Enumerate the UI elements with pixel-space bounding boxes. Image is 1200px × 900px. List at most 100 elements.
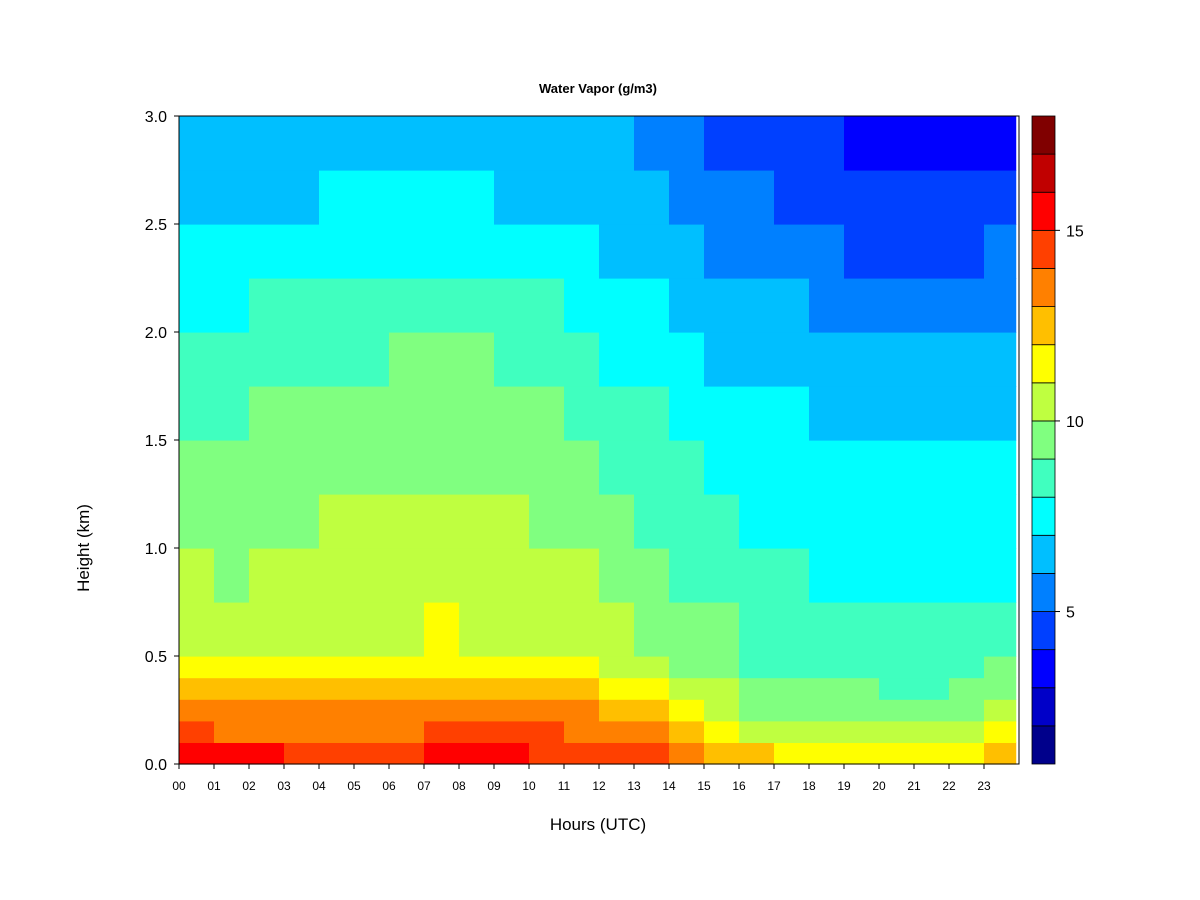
heatmap-cell bbox=[634, 332, 670, 387]
y-tick-label: 1.5 bbox=[145, 433, 167, 450]
heatmap-cell bbox=[214, 386, 250, 441]
heatmap-cell bbox=[529, 656, 565, 679]
y-axis: 0.0 0.5 1.0 1.5 2.0 2.5 3.0 bbox=[145, 109, 179, 774]
heatmap-cell bbox=[984, 602, 1017, 657]
heatmap-cell bbox=[774, 224, 810, 279]
heatmap-cell bbox=[914, 742, 950, 765]
heatmap-cell bbox=[319, 278, 355, 333]
heatmap-cell bbox=[529, 494, 565, 549]
heatmap-cell bbox=[459, 386, 495, 441]
heatmap-cell bbox=[774, 656, 810, 679]
heatmap-cell bbox=[284, 278, 320, 333]
x-tick-label: 07 bbox=[417, 779, 431, 793]
heatmap-cell bbox=[669, 656, 705, 679]
heatmap-cell bbox=[179, 656, 215, 679]
heatmap-cell bbox=[564, 602, 600, 657]
x-tick-label: 23 bbox=[977, 779, 991, 793]
heatmap-cell bbox=[669, 677, 705, 700]
heatmap-cell bbox=[284, 602, 320, 657]
heatmap-cell bbox=[739, 742, 775, 765]
heatmap-cell bbox=[914, 548, 950, 603]
heatmap-cell bbox=[774, 440, 810, 495]
heatmap-cell bbox=[214, 494, 250, 549]
heatmap-cell bbox=[424, 224, 460, 279]
x-tick-label: 14 bbox=[662, 779, 676, 793]
heatmap-cell bbox=[354, 440, 390, 495]
heatmap-cell bbox=[214, 278, 250, 333]
heatmap-cell bbox=[529, 720, 565, 743]
colorbar-swatch bbox=[1031, 344, 1056, 384]
heatmap-cell bbox=[529, 224, 565, 279]
heatmap-cell bbox=[354, 386, 390, 441]
heatmap-cell bbox=[704, 742, 740, 765]
heatmap-cell bbox=[284, 386, 320, 441]
heatmap-cell bbox=[494, 440, 530, 495]
x-tick-label: 13 bbox=[627, 779, 641, 793]
heatmap-cell bbox=[599, 720, 635, 743]
y-axis-label: Height (km) bbox=[74, 504, 93, 592]
x-tick-label: 06 bbox=[382, 779, 396, 793]
heatmap-cell bbox=[354, 170, 390, 225]
heatmap-cell bbox=[949, 548, 985, 603]
heatmap-cell bbox=[214, 602, 250, 657]
heatmap-cell bbox=[634, 677, 670, 700]
heatmap-cell bbox=[634, 548, 670, 603]
heatmap-cell bbox=[564, 332, 600, 387]
colorbar-tick-label: 10 bbox=[1066, 414, 1084, 431]
heatmap-cell bbox=[949, 332, 985, 387]
heatmap-cell bbox=[564, 116, 600, 171]
colorbar-swatch bbox=[1031, 534, 1056, 574]
heatmap-cell bbox=[844, 116, 880, 171]
heatmap-cell bbox=[494, 602, 530, 657]
heatmap-cell bbox=[704, 602, 740, 657]
x-tick-label: 11 bbox=[558, 779, 571, 793]
heatmap-cell bbox=[424, 278, 460, 333]
heatmap-cell bbox=[844, 494, 880, 549]
heatmap-cell bbox=[914, 170, 950, 225]
heatmap-cell bbox=[669, 494, 705, 549]
heatmap-cell bbox=[704, 656, 740, 679]
heatmap-cell bbox=[249, 742, 285, 765]
heatmap-cell bbox=[354, 720, 390, 743]
heatmap-cell bbox=[809, 224, 845, 279]
heatmap-cell bbox=[214, 742, 250, 765]
heatmap-cell bbox=[284, 116, 320, 171]
heatmap-cell bbox=[704, 440, 740, 495]
heatmap-cell bbox=[879, 440, 915, 495]
heatmap-cell bbox=[389, 699, 425, 722]
heatmap-cell bbox=[704, 278, 740, 333]
heatmap-cell bbox=[879, 656, 915, 679]
heatmap-cell bbox=[879, 677, 915, 700]
x-tick-label: 17 bbox=[767, 779, 781, 793]
heatmap-cell bbox=[179, 699, 215, 722]
heatmap-cell bbox=[949, 224, 985, 279]
heatmap-cell bbox=[704, 720, 740, 743]
y-tick-label: 1.0 bbox=[145, 541, 167, 558]
x-tick-label: 00 bbox=[172, 779, 186, 793]
heatmap-cell bbox=[459, 278, 495, 333]
heatmap-cell bbox=[179, 677, 215, 700]
heatmap-cell bbox=[494, 224, 530, 279]
heatmap-cell bbox=[564, 278, 600, 333]
heatmap-cell bbox=[494, 742, 530, 765]
heatmap-cell bbox=[354, 742, 390, 765]
heatmap-cell bbox=[424, 170, 460, 225]
heatmap-cell bbox=[529, 602, 565, 657]
heatmap-cell bbox=[319, 116, 355, 171]
heatmap-cell bbox=[879, 224, 915, 279]
x-tick-label: 21 bbox=[907, 779, 921, 793]
heatmap-cell bbox=[529, 332, 565, 387]
heatmap-cell bbox=[669, 548, 705, 603]
heatmap-cell bbox=[319, 440, 355, 495]
heatmap-cell bbox=[809, 386, 845, 441]
heatmap-cell bbox=[564, 386, 600, 441]
heatmap-cell bbox=[494, 656, 530, 679]
heatmap-cell bbox=[739, 170, 775, 225]
heatmap-cell bbox=[179, 548, 215, 603]
heatmap-cell bbox=[949, 494, 985, 549]
heatmap-cell bbox=[879, 720, 915, 743]
heatmap-cell bbox=[424, 720, 460, 743]
heatmap-cell bbox=[319, 699, 355, 722]
x-tick-label: 12 bbox=[592, 779, 606, 793]
